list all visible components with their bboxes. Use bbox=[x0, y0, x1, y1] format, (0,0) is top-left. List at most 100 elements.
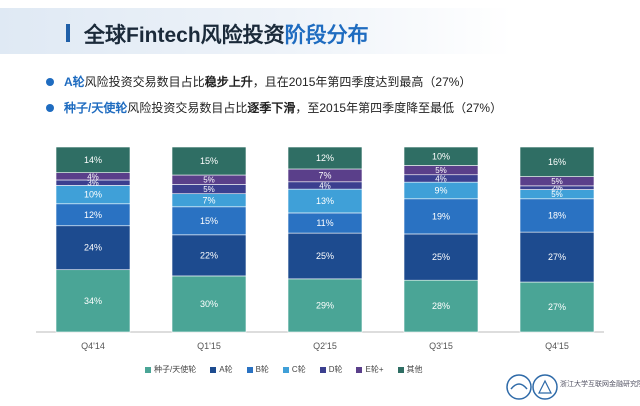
bar-data-label: 9% bbox=[434, 185, 447, 195]
bar-segment bbox=[171, 206, 247, 236]
legend-label: E轮+ bbox=[365, 365, 384, 374]
bar-data-label: 34% bbox=[84, 296, 102, 306]
legend-swatch bbox=[397, 366, 404, 373]
title-highlight: 阶段分布 bbox=[284, 24, 369, 47]
bar-data-label: 15% bbox=[200, 216, 218, 226]
bar-data-label: 18% bbox=[548, 210, 566, 220]
bar-data-label: 22% bbox=[200, 250, 218, 260]
bullet-2: 种子/天使轮风险投资交易数目占比逐季下滑，至2015年第四季度降至最低（27%） bbox=[46, 99, 502, 116]
bar-segment bbox=[403, 146, 479, 166]
chart-legend: 种子/天使轮 A轮 B轮 C轮 D轮 E轮+ 其他 bbox=[145, 364, 423, 375]
legend-item: A轮 bbox=[210, 364, 233, 375]
legend-item: 其他 bbox=[397, 364, 423, 375]
bar-segment bbox=[519, 231, 595, 283]
x-tick-label: Q2'15 bbox=[313, 341, 337, 351]
bar-segment bbox=[171, 234, 247, 277]
bullet-1-text-a: 风险投资交易数目占比 bbox=[84, 75, 205, 89]
bar-data-label: 25% bbox=[432, 252, 450, 262]
bar-data-label: 27% bbox=[548, 252, 566, 262]
bar-segment bbox=[403, 233, 479, 281]
page-title: 全球Fintech风险投资阶段分布 bbox=[84, 19, 369, 49]
legend-label: D轮 bbox=[328, 365, 343, 374]
legend-label: A轮 bbox=[219, 365, 233, 374]
bar-segment bbox=[519, 281, 595, 333]
x-tick-label: Q4'14 bbox=[81, 341, 105, 351]
bar-data-label: 12% bbox=[84, 210, 102, 220]
bar-data-label: 3% bbox=[87, 179, 99, 188]
bar-data-label: 14% bbox=[84, 155, 102, 165]
x-tick-label: Q4'15 bbox=[545, 341, 569, 351]
legend-swatch bbox=[246, 366, 253, 373]
x-tick-label: Q1'15 bbox=[197, 341, 221, 351]
bar-data-label: 7% bbox=[318, 170, 331, 180]
header-accent-bar bbox=[66, 24, 70, 42]
bullet-2-text-b: ，至2015年第四季度降至最低（27%） bbox=[295, 101, 503, 115]
legend-swatch bbox=[319, 366, 326, 373]
bar-data-label: 10% bbox=[84, 190, 102, 200]
legend-item: E轮+ bbox=[356, 364, 384, 375]
bullet-1-text-b: ，且在2015年第四季度达到最高（27%） bbox=[252, 75, 472, 89]
legend-label: B轮 bbox=[255, 365, 269, 374]
bar-data-label: 12% bbox=[316, 153, 334, 163]
bar-data-label: 19% bbox=[432, 211, 450, 221]
header-bar bbox=[0, 8, 640, 54]
bullet-2-text-a: 风险投资交易数目占比 bbox=[127, 101, 248, 115]
bar-data-label: 25% bbox=[316, 251, 334, 261]
bar-segment bbox=[403, 198, 479, 235]
bar-segment bbox=[519, 146, 595, 177]
bullet-1-keyword: A轮 bbox=[64, 75, 85, 89]
legend-swatch bbox=[210, 366, 217, 373]
bar-data-label: 5% bbox=[551, 177, 563, 186]
bar-segment bbox=[55, 146, 131, 173]
legend-label: 种子/天使轮 bbox=[154, 365, 197, 374]
bar-data-label: 13% bbox=[316, 196, 334, 206]
bar-data-label: 4% bbox=[87, 172, 99, 181]
legend-swatch bbox=[356, 366, 363, 373]
bullet-2-emphasis: 逐季下滑 bbox=[247, 101, 296, 115]
bar-data-label: 28% bbox=[432, 301, 450, 311]
bar-segment bbox=[55, 225, 131, 271]
legend-swatch bbox=[282, 366, 289, 373]
legend-label: C轮 bbox=[291, 365, 306, 374]
bar-data-label: 5% bbox=[551, 190, 563, 199]
bullet-1: A轮风险投资交易数目占比稳步上升，且在2015年第四季度达到最高（27%） bbox=[46, 73, 471, 90]
legend-item: 种子/天使轮 bbox=[145, 364, 196, 375]
logo-text: 浙江大学互联网金融研究院 bbox=[560, 381, 640, 388]
bar-data-label: 10% bbox=[432, 151, 450, 161]
bar-data-label: 29% bbox=[316, 300, 334, 310]
university-logo-icon bbox=[506, 374, 558, 400]
bar-data-label: 7% bbox=[202, 195, 215, 205]
bar-data-label: 5% bbox=[203, 185, 215, 194]
legend-item: C轮 bbox=[282, 364, 306, 375]
bullet-dot-icon bbox=[46, 77, 54, 86]
bar-data-label: 30% bbox=[200, 299, 218, 309]
bar-data-label: 5% bbox=[435, 166, 447, 175]
bullet-2-keyword: 种子/天使轮 bbox=[64, 101, 128, 115]
bar-data-label: 24% bbox=[84, 243, 102, 253]
bar-data-label: 15% bbox=[200, 156, 218, 166]
bar-segment bbox=[287, 278, 363, 333]
bullet-1-emphasis: 稳步上升 bbox=[204, 75, 253, 89]
bar-data-label: 4% bbox=[319, 181, 331, 190]
legend-label: 其他 bbox=[406, 365, 423, 374]
bullet-dot-icon bbox=[46, 103, 54, 112]
bar-data-label: 2% bbox=[551, 184, 563, 193]
bar-segment bbox=[403, 279, 479, 333]
legend-item: D轮 bbox=[319, 364, 343, 375]
bar-segment bbox=[171, 275, 247, 333]
bar-segment bbox=[519, 198, 595, 233]
bar-data-label: 5% bbox=[203, 176, 215, 185]
legend-swatch bbox=[145, 366, 151, 373]
bar-segment bbox=[55, 269, 131, 333]
bar-segment bbox=[287, 232, 363, 280]
legend-item: B轮 bbox=[246, 364, 269, 375]
bar-data-label: 11% bbox=[316, 218, 333, 228]
bar-data-label: 16% bbox=[548, 157, 566, 167]
bar-segment bbox=[171, 146, 247, 176]
x-tick-label: Q3'15 bbox=[429, 341, 453, 351]
bar-data-label: 4% bbox=[435, 174, 447, 183]
title-plain: 全球Fintech风险投资 bbox=[84, 24, 285, 47]
bar-data-label: 27% bbox=[548, 302, 566, 312]
bar-segment bbox=[287, 146, 363, 170]
